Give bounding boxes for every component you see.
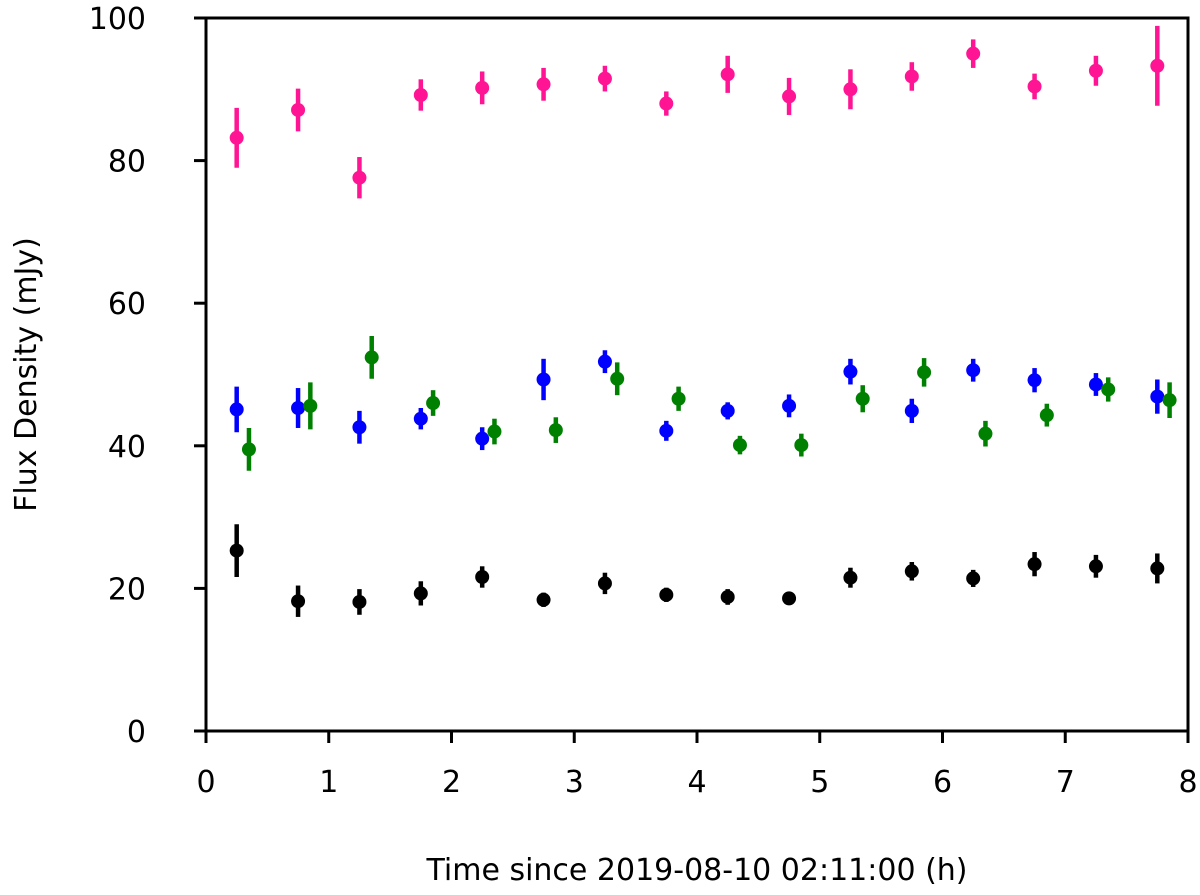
y-tick-label: 40 [108, 430, 146, 465]
data-point [720, 67, 735, 82]
plot-frame [204, 16, 1190, 733]
data-point [475, 431, 490, 446]
data-point [659, 587, 674, 602]
data-point [364, 350, 379, 365]
data-point [597, 71, 612, 86]
y-tick-label: 0 [127, 715, 146, 750]
data-point [978, 426, 993, 441]
x-axis-ticks: 0 1 2 3 4 5 6 7 8 [196, 731, 1198, 800]
data-point [720, 403, 735, 418]
y-tick-label: 20 [108, 572, 146, 607]
data-point [782, 89, 797, 104]
data-point [966, 571, 981, 586]
x-tick-label: 5 [810, 765, 829, 800]
data-point [1088, 559, 1103, 574]
data-point [597, 354, 612, 369]
series-0 [229, 25, 1165, 199]
data-point [536, 372, 551, 387]
data-point [426, 396, 441, 411]
data-point [610, 371, 625, 386]
data-point [475, 569, 490, 584]
data-point [1088, 63, 1103, 78]
data-point [229, 402, 244, 417]
data-point [1101, 382, 1116, 397]
data-point [487, 424, 502, 439]
data-point [1027, 373, 1042, 388]
y-tick-label: 80 [108, 145, 146, 180]
data-point [732, 438, 747, 453]
data-point [413, 586, 428, 601]
x-tick-label: 0 [196, 765, 215, 800]
x-tick-label: 3 [565, 765, 584, 800]
data-point [413, 411, 428, 426]
data-point [291, 102, 306, 117]
series-1 [229, 350, 1165, 451]
data-point [1150, 561, 1165, 576]
data-point [413, 88, 428, 103]
data-point [659, 96, 674, 111]
y-tick-label: 60 [108, 287, 146, 322]
data-point [241, 442, 256, 457]
data-point [548, 423, 563, 438]
x-tick-label: 1 [319, 765, 338, 800]
data-point [536, 592, 551, 607]
x-tick-label: 6 [933, 765, 952, 800]
data-point [291, 401, 306, 416]
x-axis-label: Time since 2019-08-10 02:11:00 (h) [426, 853, 968, 888]
data-point [966, 46, 981, 61]
data-point [475, 80, 490, 95]
data-point [782, 398, 797, 413]
data-point [1162, 393, 1177, 408]
data-point [904, 69, 919, 84]
data-point [843, 364, 858, 379]
data-point [671, 391, 686, 406]
data-point [782, 591, 797, 606]
data-point [1039, 408, 1054, 423]
data-point [1150, 58, 1165, 73]
data-point [303, 398, 318, 413]
x-tick-label: 7 [1056, 765, 1075, 800]
data-point [855, 391, 870, 406]
data-point [352, 170, 367, 185]
data-point [352, 594, 367, 609]
data-point [966, 363, 981, 378]
x-tick-label: 4 [687, 765, 706, 800]
data-point [720, 589, 735, 604]
data-point [536, 77, 551, 92]
data-point [1027, 557, 1042, 572]
chart-marks [229, 25, 1177, 617]
series-2 [241, 335, 1177, 471]
data-point [352, 420, 367, 435]
data-point [1088, 377, 1103, 392]
data-point [794, 438, 809, 453]
y-axis-label: Flux Density (mJy) [9, 237, 44, 512]
series-3 [229, 524, 1165, 617]
data-point [843, 82, 858, 97]
data-point [917, 365, 932, 380]
data-point [1150, 389, 1165, 404]
data-point [843, 570, 858, 585]
data-point [904, 564, 919, 579]
x-tick-label: 8 [1178, 765, 1197, 800]
data-point [659, 423, 674, 438]
data-point [229, 130, 244, 145]
data-point [904, 403, 919, 418]
y-tick-label: 100 [89, 2, 146, 37]
data-point [291, 594, 306, 609]
x-tick-label: 2 [442, 765, 461, 800]
data-point [597, 576, 612, 591]
y-axis-ticks: 0 20 40 60 80 100 [89, 2, 206, 750]
data-point [229, 543, 244, 558]
data-point [1027, 79, 1042, 94]
